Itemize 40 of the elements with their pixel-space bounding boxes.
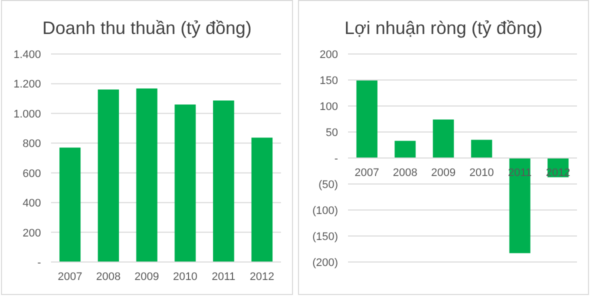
y-tick-label: 400 [22,198,41,210]
bar [136,88,158,262]
y-tick-label: 800 [22,138,41,150]
bar [471,140,492,158]
y-tick-label: 1.000 [13,108,41,120]
y-tick-label: 1.400 [13,49,41,61]
y-tick-label: (100) [312,205,338,217]
bar [394,140,416,158]
y-tick-label: 150 [320,75,338,87]
x-tick-label: 2008 [392,167,418,179]
y-tick-label: 600 [22,168,41,180]
chart-title: Doanh thu thuần (tỷ đồng) [42,18,252,38]
y-tick-label: (200) [312,257,338,269]
y-tick-label: 100 [320,101,338,113]
bar [356,80,378,158]
y-tick-label: (50) [318,179,338,191]
x-tick-label: 2010 [469,167,494,179]
x-tick-label: 2012 [250,271,274,283]
y-tick-label: - [37,257,42,269]
x-tick-label: 2009 [134,271,160,283]
y-tick-label: 1.200 [13,78,41,91]
y-tick-label: - [334,153,338,165]
y-tick-label: 200 [320,49,338,61]
bar [509,158,530,254]
x-tick-label: 2007 [58,271,82,283]
bar [251,138,273,262]
chart-title: Lợi nhuận ròng (tỷ đồng) [344,18,542,38]
x-tick-label: 2010 [172,271,198,283]
bar [213,100,234,262]
y-tick-label: (150) [312,231,338,243]
x-tick-label: 2011 [212,271,236,283]
bar [59,148,81,262]
bar [174,104,196,262]
bar [98,90,119,262]
x-tick-label: 2007 [354,167,380,179]
x-tick-label: 2008 [96,271,121,283]
x-tick-label: 2009 [431,167,456,179]
y-tick-label: 50 [326,127,338,139]
y-tick-label: 200 [22,227,41,240]
bar [432,120,454,158]
